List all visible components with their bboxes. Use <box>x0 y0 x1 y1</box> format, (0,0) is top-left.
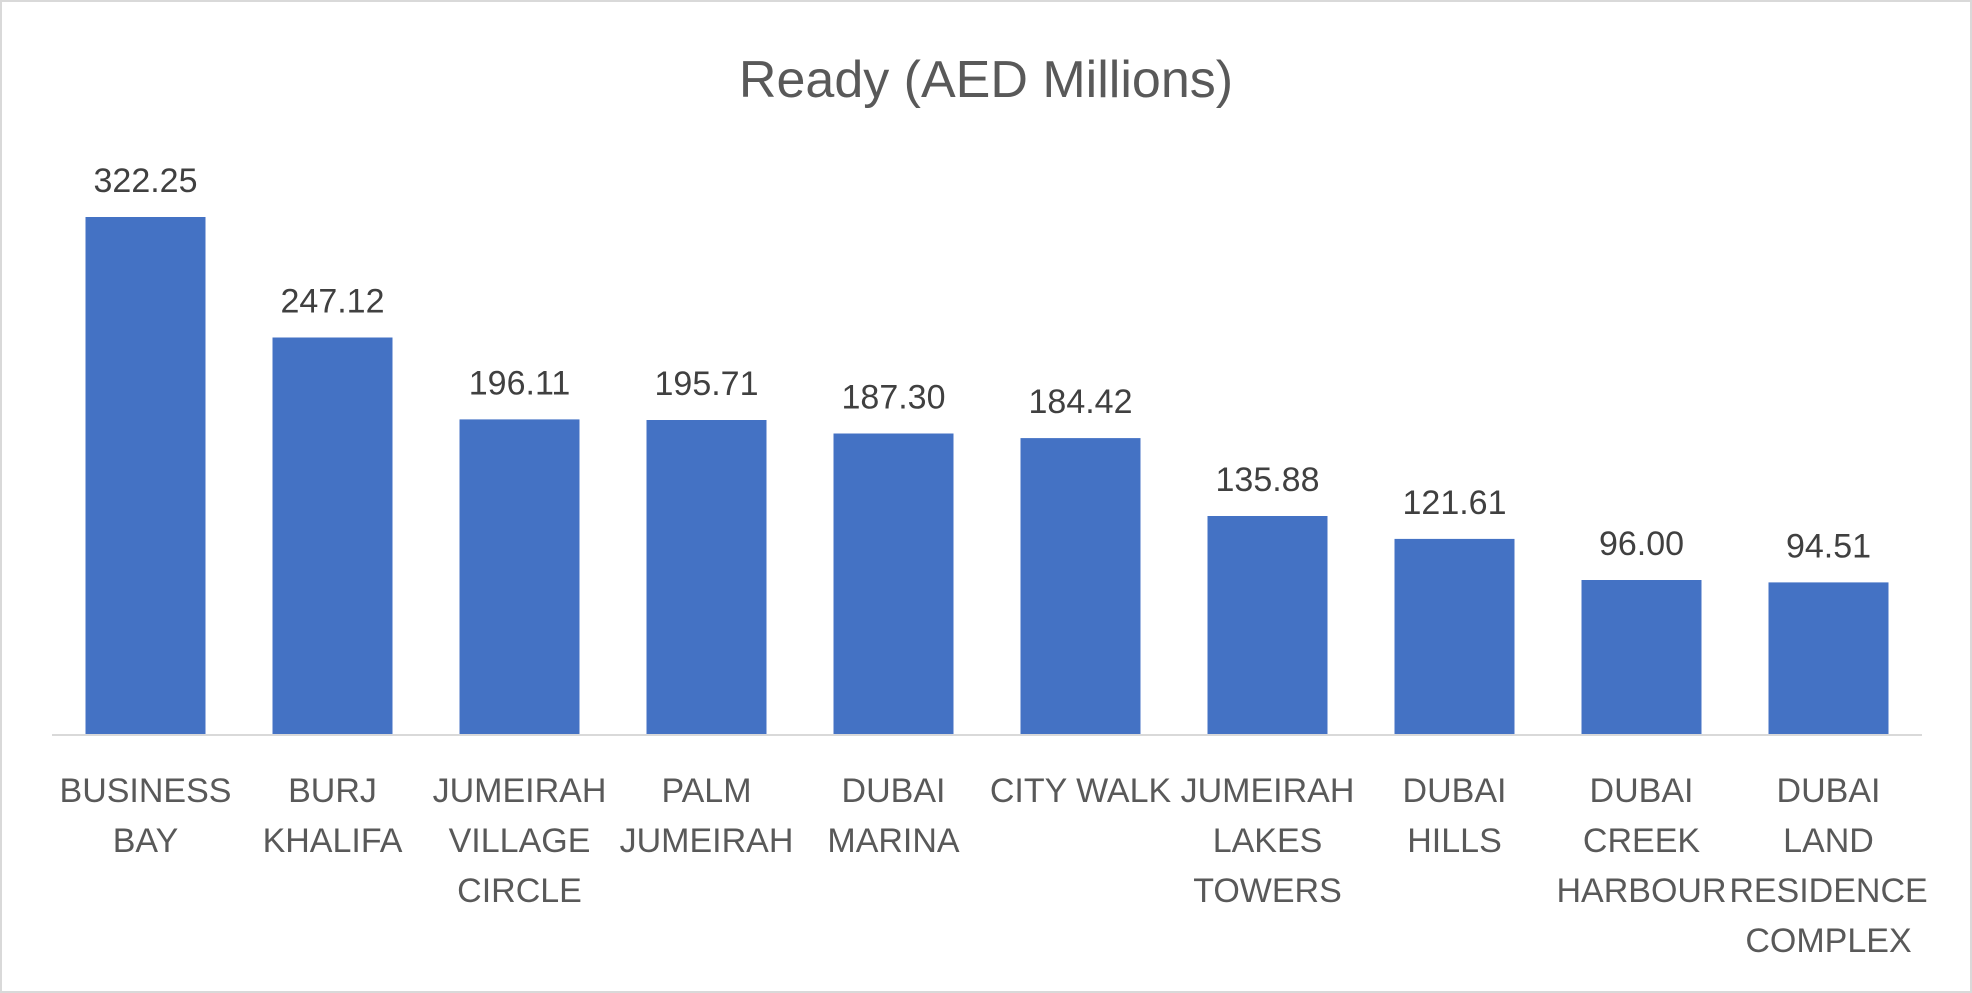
data-label: 135.88 <box>1216 461 1320 499</box>
data-label: 94.51 <box>1786 527 1871 565</box>
category-label: CITY WALK <box>990 772 1172 810</box>
bar <box>85 217 206 734</box>
category-label-line: HARBOUR <box>1556 872 1726 910</box>
category-label: DUBAI LAND RESIDENCE COMPLEX <box>1729 772 1927 960</box>
category-labels-group: BUSINESS BAY BURJ KHALIFA JUMEIRAH VILLAGE CIR… <box>60 772 1928 960</box>
category-label: BURJ KHALIFA <box>263 772 403 860</box>
data-label: 196.11 <box>469 364 570 402</box>
bar <box>272 337 393 734</box>
data-label: 187.30 <box>842 379 946 417</box>
category-label-line: BAY <box>113 822 179 860</box>
category-label-line: MARINA <box>827 822 960 860</box>
category-label-line: DUBAI <box>1403 772 1507 810</box>
category-label: BUSINESS BAY <box>60 772 232 860</box>
data-label: 96.00 <box>1599 525 1684 563</box>
category-label: DUBAI HILLS <box>1403 772 1507 860</box>
data-label: 184.42 <box>1029 383 1133 421</box>
bar <box>1020 438 1141 734</box>
category-label-line: JUMEIRAH <box>1181 772 1355 810</box>
category-label-line: BUSINESS <box>60 772 232 810</box>
bar <box>646 420 767 734</box>
data-label: 195.71 <box>655 365 759 403</box>
category-label-line: RESIDENCE <box>1729 872 1927 910</box>
bar <box>1207 516 1328 734</box>
category-label-line: LAND <box>1783 822 1874 860</box>
category-label-line: TOWERS <box>1193 872 1342 910</box>
category-label-line: CIRCLE <box>457 872 582 910</box>
data-label: 121.61 <box>1403 484 1507 522</box>
category-label: JUMEIRAH LAKES TOWERS <box>1181 772 1355 910</box>
bar <box>1581 580 1702 734</box>
category-label: DUBAI MARINA <box>827 772 960 860</box>
category-label-line: LAKES <box>1213 822 1323 860</box>
category-label-line: JUMEIRAH <box>620 822 794 860</box>
data-labels-group: 322.25 247.12 196.11 195.71 187.30 184.42 135.… <box>94 162 1872 565</box>
category-label-line: BURJ <box>288 772 377 810</box>
category-label-line: DUBAI <box>842 772 946 810</box>
chart-title: Ready (AED Millions) <box>739 51 1233 109</box>
category-label-line: KHALIFA <box>263 822 403 860</box>
category-label: DUBAI CREEK HARBOUR <box>1556 772 1726 910</box>
category-label-line: DUBAI <box>1590 772 1694 810</box>
bars-group <box>85 217 1889 734</box>
bar <box>833 433 954 734</box>
data-label: 247.12 <box>281 283 385 321</box>
category-label: JUMEIRAH VILLAGE CIRCLE <box>433 772 607 910</box>
bar <box>459 419 580 734</box>
bar <box>1394 538 1515 734</box>
category-label-line: CITY WALK <box>990 772 1172 810</box>
category-label-line: PALM <box>661 772 751 810</box>
category-label-line: COMPLEX <box>1745 922 1911 960</box>
category-label: PALM JUMEIRAH <box>620 772 794 860</box>
category-label-line: VILLAGE <box>449 822 591 860</box>
category-label-line: DUBAI <box>1777 772 1881 810</box>
category-label-line: CREEK <box>1583 822 1700 860</box>
category-label-line: JUMEIRAH <box>433 772 607 810</box>
category-label-line: HILLS <box>1407 822 1502 860</box>
data-label: 322.25 <box>94 162 198 200</box>
bar <box>1768 582 1889 734</box>
